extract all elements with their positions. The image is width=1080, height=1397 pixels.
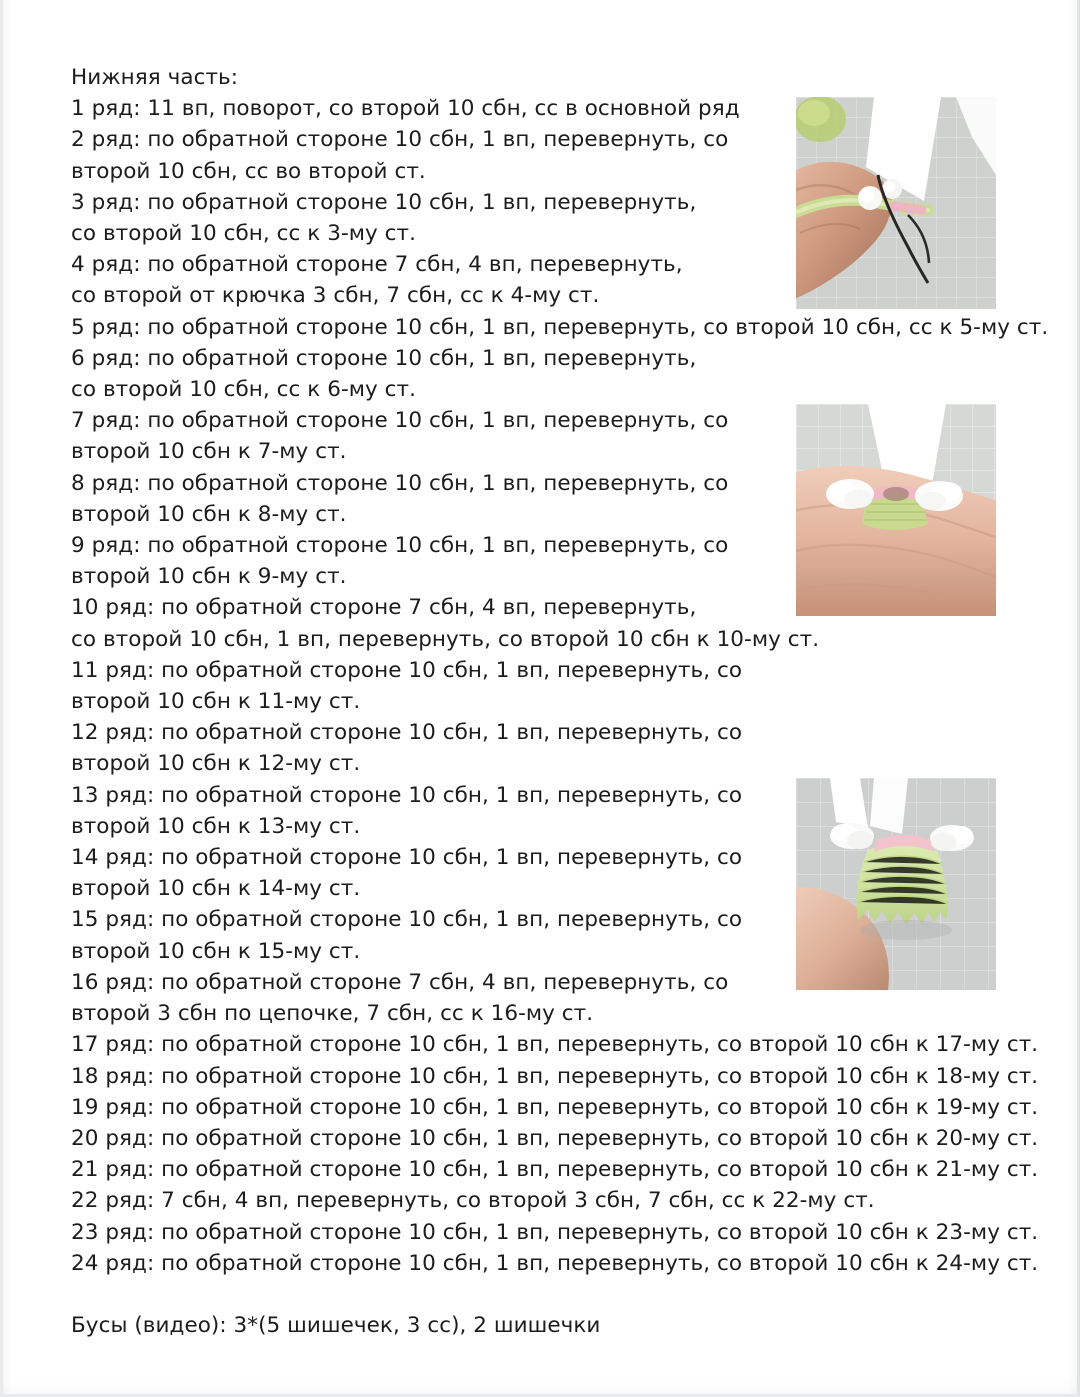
photo-step-2: [796, 404, 996, 616]
photo-step-2-illustration: [796, 404, 996, 616]
pattern-line: 20 ряд: по обратной стороне 10 сбн, 1 вп…: [71, 1125, 1039, 1151]
photo-step-3: [796, 778, 996, 990]
pattern-line: 2 ряд: по обратной стороне 10 сбн, 1 вп,…: [71, 127, 729, 153]
pattern-line: 9 ряд: по обратной стороне 10 сбн, 1 вп,…: [71, 533, 729, 559]
pattern-line: 22 ряд: 7 сбн, 4 вп, перевернуть, со вто…: [71, 1188, 875, 1214]
pattern-line: 24 ряд: по обратной стороне 10 сбн, 1 вп…: [71, 1250, 1039, 1276]
pattern-line: второй 10 сбн к 13-му ст.: [71, 813, 361, 839]
photo-step-3-illustration: [796, 778, 996, 990]
pattern-line: 16 ряд: по обратной стороне 7 сбн, 4 вп,…: [71, 969, 729, 995]
pattern-line-beads: Бусы (видео): 3*(5 шишечек, 3 сс), 2 шиш…: [71, 1313, 601, 1339]
pattern-line: 6 ряд: по обратной стороне 10 сбн, 1 вп,…: [71, 345, 697, 371]
pattern-line: 1 ряд: 11 вп, поворот, со второй 10 сбн,…: [71, 96, 740, 122]
photo-step-1: [796, 97, 996, 309]
photo-step-1-illustration: [796, 97, 996, 309]
pattern-line: второй 3 сбн по цепочке, 7 сбн, сс к 16-…: [71, 1001, 594, 1027]
pattern-line: 17 ряд: по обратной стороне 10 сбн, 1 вп…: [71, 1032, 1039, 1058]
pattern-line: 14 ряд: по обратной стороне 10 сбн, 1 вп…: [71, 845, 743, 871]
pattern-line: второй 10 сбн к 12-му ст.: [71, 751, 361, 777]
pattern-line: 19 ряд: по обратной стороне 10 сбн, 1 вп…: [71, 1094, 1039, 1120]
pattern-line: 8 ряд: по обратной стороне 10 сбн, 1 вп,…: [71, 470, 729, 496]
pattern-line: второй 10 сбн к 14-му ст.: [71, 876, 361, 902]
pattern-line: 15 ряд: по обратной стороне 10 сбн, 1 вп…: [71, 907, 743, 933]
pattern-line: второй 10 сбн к 8-му ст.: [71, 501, 347, 527]
pattern-line: 18 ряд: по обратной стороне 10 сбн, 1 вп…: [71, 1063, 1039, 1089]
pattern-line: 23 ряд: по обратной стороне 10 сбн, 1 вп…: [71, 1219, 1039, 1245]
pattern-line-spacer: [71, 1279, 1011, 1310]
pattern-line: Нижняя часть:: [71, 65, 239, 90]
pattern-line: 3 ряд: по обратной стороне 10 сбн, 1 вп,…: [71, 189, 697, 215]
pattern-line: 5 ряд: по обратной стороне 10 сбн, 1 вп,…: [71, 314, 1049, 340]
pattern-text-column: Нижняя часть: 1 ряд: 11 вп, поворот, со …: [71, 62, 1049, 1341]
pattern-line: со второй от крючка 3 сбн, 7 сбн, сс к 4…: [71, 283, 600, 309]
pattern-line: 7 ряд: по обратной стороне 10 сбн, 1 вп,…: [71, 408, 729, 434]
pattern-line: 10 ряд: по обратной стороне 7 сбн, 4 вп,…: [71, 595, 697, 621]
pattern-line: со второй 10 сбн, 1 вп, перевернуть, со …: [71, 626, 820, 652]
pattern-line: второй 10 сбн к 9-му ст.: [71, 564, 347, 590]
pattern-line: второй 10 сбн, сс во второй ст.: [71, 158, 426, 184]
pattern-line: 4 ряд: по обратной стороне 7 сбн, 4 вп, …: [71, 252, 683, 278]
pattern-line: 21 ряд: по обратной стороне 10 сбн, 1 вп…: [71, 1157, 1039, 1183]
pattern-line: второй 10 сбн к 15-му ст.: [71, 938, 361, 964]
pattern-line: второй 10 сбн к 7-му ст.: [71, 439, 347, 465]
pattern-line: 13 ряд: по обратной стороне 10 сбн, 1 вп…: [71, 782, 743, 808]
pattern-line: со второй 10 сбн, сс к 3-му ст.: [71, 221, 417, 247]
pattern-line: 11 ряд: по обратной стороне 10 сбн, 1 вп…: [71, 657, 743, 683]
pattern-line: со второй 10 сбн, сс к 6-му ст.: [71, 377, 417, 403]
pattern-line: второй 10 сбн к 11-му ст.: [71, 689, 361, 715]
pattern-line: 12 ряд: по обратной стороне 10 сбн, 1 вп…: [71, 720, 743, 746]
